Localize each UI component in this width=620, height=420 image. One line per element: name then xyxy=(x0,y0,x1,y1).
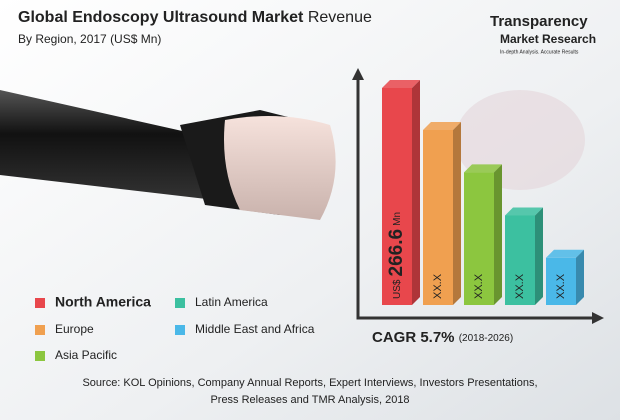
legend-swatch xyxy=(175,325,185,335)
legend-swatch xyxy=(35,298,45,308)
bar-top xyxy=(505,207,543,216)
title-suffix: Revenue xyxy=(308,9,372,26)
bar xyxy=(464,172,494,305)
value-label: XX.X xyxy=(473,273,485,299)
legend-label: North America xyxy=(55,294,151,310)
value-number: XX.X xyxy=(514,273,526,299)
endoscope-body xyxy=(0,90,215,200)
bar-top xyxy=(546,249,584,258)
legend-swatch xyxy=(35,351,45,361)
cagr: CAGR 5.7% (2018-2026) xyxy=(372,329,513,346)
legend-swatch xyxy=(175,298,185,308)
bar-side xyxy=(535,207,543,305)
logo-subname: Market Research xyxy=(500,32,596,46)
value-label: US$ 266.6 Mn xyxy=(386,212,407,299)
bar-side xyxy=(576,249,584,305)
title-main: Global Endoscopy Ultrasound Market xyxy=(18,9,304,26)
value-suffix: Mn xyxy=(392,212,403,226)
value-number: XX.X xyxy=(555,273,567,299)
bar-top xyxy=(423,122,461,130)
bar-top xyxy=(382,80,420,88)
logo-name: Transparency xyxy=(490,13,588,30)
value-number: XX.X xyxy=(432,273,444,299)
value-number: XX.X xyxy=(473,273,485,299)
legend-label: Latin America xyxy=(195,295,268,309)
bar-top xyxy=(464,164,502,173)
bar-side xyxy=(412,80,420,305)
value-label: XX.X xyxy=(555,273,567,299)
chart-title: Global Endoscopy Ultrasound Market Reven… xyxy=(18,9,372,26)
source-note: Source: KOL Opinions, Company Annual Rep… xyxy=(82,377,537,389)
bar xyxy=(546,257,576,305)
chart-subtitle: By Region, 2017 (US$ Mn) xyxy=(18,32,161,46)
value-label: XX.X xyxy=(432,273,444,299)
cagr-value: CAGR 5.7% xyxy=(372,329,455,346)
axes xyxy=(356,72,600,320)
bar xyxy=(505,215,535,305)
bar xyxy=(382,88,412,305)
bar-side xyxy=(494,164,502,305)
endoscope-tip xyxy=(224,116,336,220)
cagr-period: (2018-2026) xyxy=(459,333,513,344)
bar xyxy=(423,130,453,305)
legend-label: Europe xyxy=(55,322,94,336)
value-label: XX.X xyxy=(514,273,526,299)
source-note: Press Releases and TMR Analysis, 2018 xyxy=(210,394,409,406)
value-number: 266.6 xyxy=(386,229,407,277)
legend-label: Asia Pacific xyxy=(55,348,117,362)
legend-label: Middle East and Africa xyxy=(195,322,315,336)
legend-swatch xyxy=(35,325,45,335)
logo-tagline: In-depth Analysis. Accurate Results xyxy=(500,49,579,55)
bar-side xyxy=(453,122,461,305)
value-prefix: US$ xyxy=(392,279,403,299)
